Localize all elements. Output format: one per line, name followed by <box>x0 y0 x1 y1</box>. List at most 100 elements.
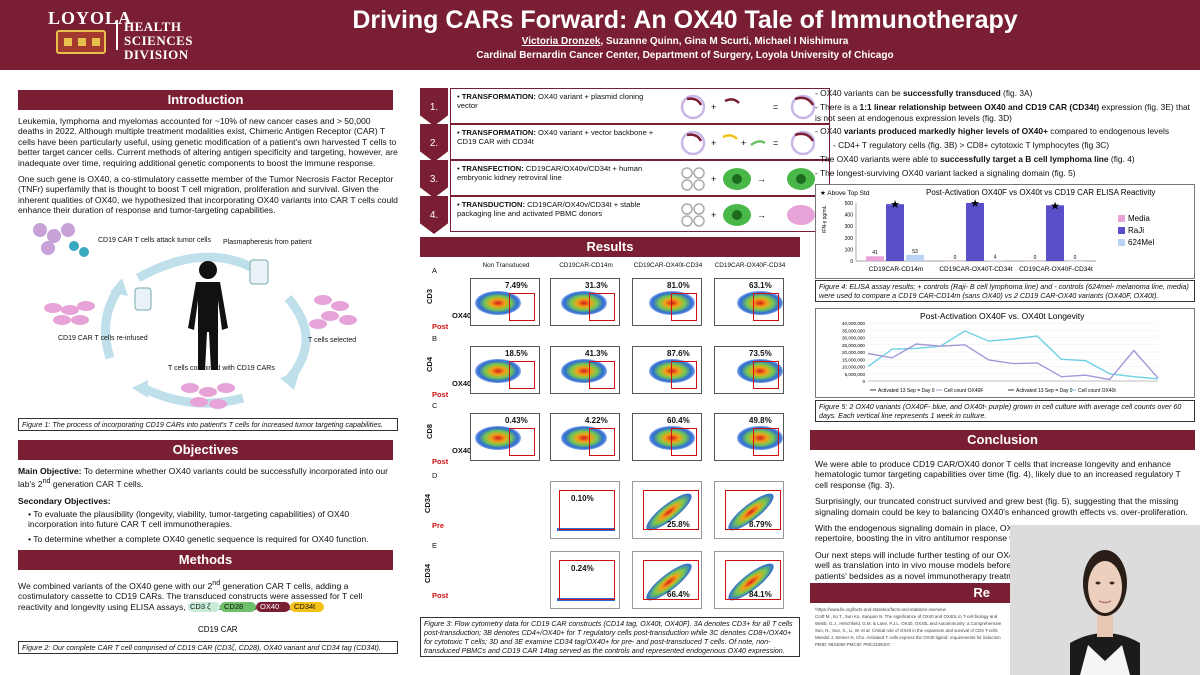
svg-text:+: + <box>711 174 716 184</box>
reference-item: Sun, N., Sun, X., Li, W. et al. Critical… <box>815 628 998 633</box>
tumor-cells-icon <box>33 223 75 255</box>
co-authors: , Suzanne Quinn, Gina M Scurti, Michael … <box>600 36 849 47</box>
construct-label-cd3z: CD3 ζ <box>190 602 211 611</box>
gate-percentage: 18.5% <box>505 349 528 358</box>
bar-data-label: 41 <box>872 250 878 256</box>
panel-timepoint: Post <box>432 457 449 466</box>
svg-text:+: + <box>711 138 716 148</box>
star-marker: ★ <box>890 199 900 211</box>
bar <box>966 203 984 261</box>
panel-letter: B <box>432 334 438 343</box>
methods-text-b: generation CAR T cells, adding a costimu… <box>18 580 363 612</box>
y-tick-label: 20,000,000 <box>842 350 865 355</box>
main-objective: Main Objective: To determine whether OX4… <box>18 466 398 490</box>
cell-population <box>561 291 607 315</box>
bar-data-label: 0 <box>1074 255 1077 261</box>
gate-box <box>509 428 535 456</box>
conclusion-paragraph-4: Our next steps will include further test… <box>815 549 1065 581</box>
flow-plot: 60.4% <box>632 413 702 461</box>
gate-percentage: 60.4% <box>667 416 690 425</box>
gate-percentage: 4.22% <box>585 416 608 425</box>
flow-plot: 73.5% <box>714 346 784 394</box>
finding-2-b: 1:1 linear relationship between OX40 and… <box>859 101 1100 112</box>
reference-item: ¹https://www.lls.org/facts-and-statistic… <box>815 607 946 612</box>
panel-y-label: CD3 <box>425 288 435 305</box>
gate-box <box>725 560 781 600</box>
panel-x-label: OX40 <box>452 311 472 320</box>
arrow-head-3 <box>132 380 148 398</box>
finding-2-a: - There is a <box>815 101 860 112</box>
cell-population <box>737 359 783 383</box>
column-header: Non Transduced <box>482 262 530 269</box>
presenter-video <box>1010 525 1200 675</box>
column-header: CD19CAR-CD14m <box>559 262 613 269</box>
x-tick-label: CD19CAR-OX40T-CD34t <box>939 266 1013 273</box>
panel-timepoint: Post <box>432 322 449 331</box>
label-plasmapheresis: Plasmapheresis from patient <box>223 239 312 246</box>
construct-ox40 <box>256 602 290 612</box>
references-list: ¹https://www.lls.org/facts-and-statistic… <box>815 606 1010 672</box>
panel-y-label: CD4 <box>425 356 435 373</box>
poster-title: Driving CARs Forward: An OX40 Tale of Im… <box>352 6 1018 34</box>
car-t-cells-icon <box>69 241 89 257</box>
panel-x-label: OX40 <box>452 446 472 455</box>
flow-plot: 41.3% <box>550 346 620 394</box>
y-tick-label: 200 <box>845 236 854 242</box>
figure-1-caption: Figure 1: The process of incorporating C… <box>18 418 398 431</box>
legend-label: RaJi <box>1128 226 1144 235</box>
blood-bag-icon <box>134 259 269 311</box>
gate-percentage: 7.49% <box>505 281 528 290</box>
step-description: • TRANSFORMATION: OX40 variant + vector … <box>457 128 654 146</box>
methods-text-a: We combined variants of the OX40 gene wi… <box>18 580 213 591</box>
intro-paragraph-1: Leukemia, lymphoma and myelomas accounte… <box>18 116 398 168</box>
gate-percentage: 66.4% <box>667 590 690 599</box>
construct-cd34t <box>290 602 324 612</box>
gate-percentage: 0.10% <box>571 494 594 503</box>
bar <box>866 256 884 261</box>
human-silhouette-icon <box>188 261 228 370</box>
cell-population <box>475 291 521 315</box>
legend-label: Cell count OX40F <box>944 388 983 394</box>
x-tick-label: CD19CAR-OX40F-CD34t <box>1019 266 1093 273</box>
references-heading: Re <box>810 583 1010 603</box>
cell-population <box>649 291 695 315</box>
author-list: Victoria Dronzek, Suzanne Quinn, Gina M … <box>300 36 1070 47</box>
finding-4-a: - The OX40 variants were able to <box>815 153 941 164</box>
finding-4-b: successfully target a B cell lymphoma li… <box>940 153 1109 164</box>
bar-data-label: 4 <box>994 255 997 261</box>
gate-percentage: 49.8% <box>749 416 772 425</box>
flow-plot: 0.10% <box>550 481 620 539</box>
step-box: • TRANSFORMATION: OX40 variant + plasmid… <box>450 88 830 124</box>
step-box: • TRANSFECTION: CD19CAR/OX40v/CD34t + hu… <box>450 160 830 196</box>
conclusion-paragraph-1: We were able to produce CD19 CAR/OX40 do… <box>815 459 1181 490</box>
gate-box <box>643 560 699 600</box>
step-label: TRANSDUCTION: <box>461 200 526 209</box>
finding-1-c: (fig. 3A) <box>1000 88 1033 98</box>
figure-5-caption: Figure 5: 2 OX40 variants (OX40F- blue, … <box>815 400 1195 422</box>
flow-plot: 87.6% <box>632 346 702 394</box>
findings-list: - OX40 variants can be successfully tran… <box>815 88 1195 182</box>
y-tick-label: 0 <box>862 379 865 384</box>
cell-population <box>475 426 521 450</box>
y-tick-label: 5,000,000 <box>845 372 866 377</box>
legend-label: Cell count OX40t <box>1078 388 1116 394</box>
methods-text: We combined variants of the OX40 gene wi… <box>18 578 398 612</box>
conclusion-text: We were able to produce CD19 CAR/OX40 do… <box>815 459 1195 587</box>
y-tick-label: 400 <box>845 213 854 219</box>
intro-paragraph-2: One such gene is OX40, a co-stimulatory … <box>18 174 398 216</box>
gate-percentage: 73.5% <box>749 349 772 358</box>
legend-label: 624Mel <box>1128 238 1154 247</box>
step-text: OX40 variant + vector backbone + CD19 CA… <box>457 128 654 146</box>
legend-label: Media <box>1128 214 1150 223</box>
legend-swatch <box>1118 239 1125 246</box>
panel-timepoint: Post <box>432 591 449 600</box>
cell-population <box>561 426 607 450</box>
finding-2-c: expression (fig. 3E) that is not seen at… <box>815 101 1190 123</box>
step-box: • TRANSFORMATION: OX40 variant + vector … <box>450 124 830 160</box>
y-axis-label: IFN-γ pg/mL <box>822 205 828 233</box>
longevity-line-chart: Post-Activation OX40F vs. OX40t Longevit… <box>842 311 1159 394</box>
reference-item: PMID: 9834090 PMCID: PMC2198107. <box>815 642 892 647</box>
construct-caption: CD19 CAR <box>198 625 238 634</box>
step-illustration: + = <box>680 94 816 120</box>
secondary-objective-1: • To evaluate the plausibility (longevit… <box>28 509 350 530</box>
